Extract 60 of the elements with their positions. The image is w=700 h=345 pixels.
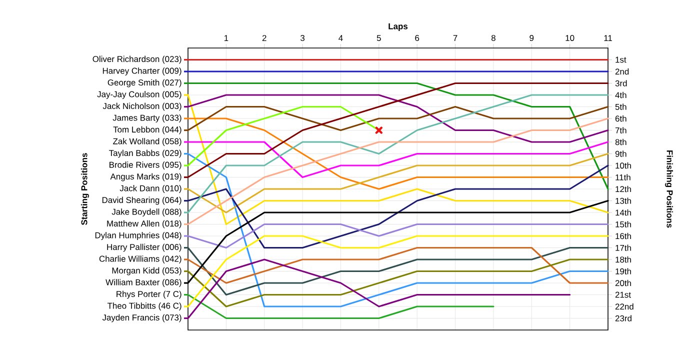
legend-label: Jay-Jay Coulson (005)	[97, 91, 182, 99]
legend-label: Tom Lebbon (044)	[113, 126, 182, 134]
x-axis-title: Laps	[388, 23, 408, 31]
x-tick-label: 1	[224, 35, 228, 41]
legend-label: Harry Pallister (006)	[107, 244, 182, 252]
x-tick-label: 10	[566, 34, 574, 41]
legend-label: Jayden Francis (073)	[102, 314, 182, 322]
y-tick-label: 14th	[616, 209, 631, 216]
x-tick-label: 2	[262, 35, 266, 41]
legend-label: Charlie Williams (042)	[99, 256, 182, 264]
legend-label: Rhys Porter (7 C)	[116, 290, 182, 299]
y-tick-label: 2nd	[615, 68, 629, 75]
x-tick-label: 9	[530, 34, 534, 41]
x-tick-label: 7	[453, 35, 458, 41]
y-tick-label: 19th	[616, 268, 631, 274]
y-tick-label: 21st	[615, 292, 631, 298]
y-tick-label: 7th	[615, 127, 626, 134]
legend-label: Matthew Allen (018)	[107, 220, 182, 228]
legend-label: Oliver Richardson (023)	[92, 56, 182, 64]
y-tick-label: 3rd	[615, 80, 627, 86]
y-axis-title: Finishing Positions	[665, 150, 673, 228]
legend-label: Dylan Humphries (048)	[95, 232, 182, 240]
y-tick-label: 23rd	[615, 315, 632, 322]
y-tick-label: 15th	[616, 221, 631, 228]
legend-label: Harvey Charter (009)	[102, 68, 182, 76]
y-tick-label: 8th	[615, 138, 626, 146]
y-tick-label: 5th	[615, 104, 626, 110]
y-tick-label: 13th	[616, 198, 631, 204]
legend-label: Jack Nicholson (003)	[102, 102, 182, 111]
legend-label: William Baxter (086)	[106, 279, 182, 287]
legend-label: Brodie Rivers (095)	[110, 162, 182, 170]
x-tick-label: 11	[604, 35, 612, 41]
x-tick-label: 4	[338, 35, 343, 41]
y-tick-label: 4th	[615, 92, 626, 98]
x-tick-label: 6	[415, 34, 420, 41]
y-tick-label: 22nd	[615, 303, 634, 310]
text: Starting Positions	[81, 153, 89, 225]
y-tick-label: 6th	[615, 115, 626, 122]
legend-label: Morgan Kidd (053)	[112, 267, 182, 276]
y-tick-label: 9th	[615, 150, 626, 157]
y-tick-label: 16th	[616, 232, 631, 240]
y-tick-label: 10th	[616, 162, 631, 169]
y-tick-label: 20th	[615, 280, 631, 286]
x-tick-label: 3	[300, 34, 305, 41]
legend-label: Theo Tibbitts (46 C)	[107, 302, 182, 310]
legend-label: James Barty (033)	[112, 114, 182, 122]
x-tick-label: 5	[376, 35, 381, 41]
legend-label: Jake Boydell (088)	[112, 208, 182, 216]
legend-label: David Shearing (064)	[102, 196, 182, 205]
y-tick-label: 17th	[616, 244, 631, 251]
legend-label: Angus Marks (019)	[110, 173, 182, 182]
y-tick-label: 12th	[616, 186, 631, 192]
y-tick-label: 1st	[616, 56, 626, 63]
legend-label: Jack Dann (010)	[120, 185, 182, 193]
y-tick-label: 11th	[616, 174, 630, 180]
y-tick-label: 18th	[616, 256, 631, 263]
x-tick-label: 8	[491, 34, 496, 41]
legend-label: George Smith (027)	[108, 79, 182, 88]
legend-label: Zak Wolland (058)	[113, 138, 182, 146]
legend-label: Taylan Babbs (029)	[109, 150, 182, 158]
